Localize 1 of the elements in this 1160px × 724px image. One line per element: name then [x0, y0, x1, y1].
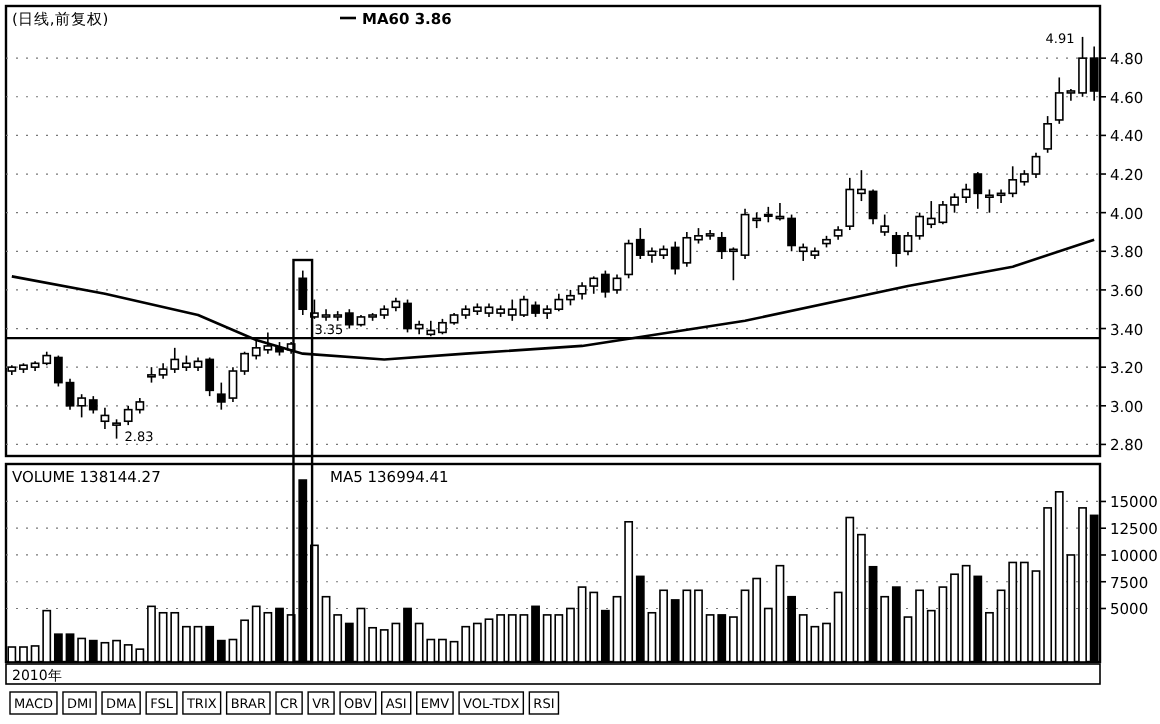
line-series: [10, 238, 1096, 361]
